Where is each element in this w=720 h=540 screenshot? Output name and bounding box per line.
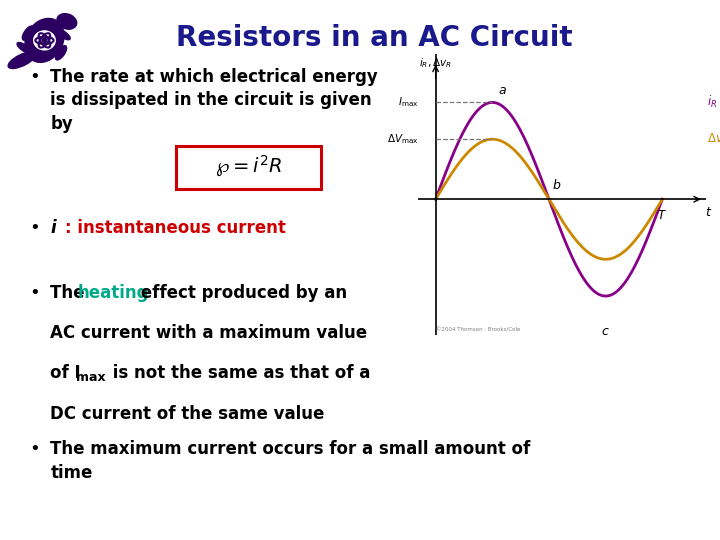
Text: The rate at which electrical energy
is dissipated in the circuit is given
by: The rate at which electrical energy is d… <box>50 68 378 133</box>
Text: is not the same as that of a: is not the same as that of a <box>107 364 370 382</box>
Text: •: • <box>29 284 40 301</box>
Text: heating: heating <box>78 284 149 301</box>
Ellipse shape <box>8 52 36 69</box>
Ellipse shape <box>25 18 64 62</box>
Text: $b$: $b$ <box>552 178 561 192</box>
Ellipse shape <box>17 43 30 53</box>
Text: effect produced by an: effect produced by an <box>135 284 348 301</box>
Circle shape <box>34 31 55 50</box>
Text: The: The <box>50 284 91 301</box>
Ellipse shape <box>22 26 34 40</box>
Text: •: • <box>29 440 40 458</box>
Ellipse shape <box>57 29 70 40</box>
Text: $a$: $a$ <box>498 84 507 97</box>
Text: $i_R, \Delta v_R$: $i_R, \Delta v_R$ <box>420 56 453 70</box>
Text: $\Delta v_R$: $\Delta v_R$ <box>708 132 720 147</box>
Ellipse shape <box>55 46 67 60</box>
Text: $i_R$: $i_R$ <box>708 94 718 111</box>
Ellipse shape <box>57 14 77 29</box>
Text: : instantaneous current: : instantaneous current <box>65 219 286 237</box>
Circle shape <box>42 38 47 43</box>
Text: $T$: $T$ <box>657 209 667 222</box>
FancyBboxPatch shape <box>176 146 321 189</box>
Text: $\wp = i^2R$: $\wp = i^2R$ <box>215 154 282 179</box>
Text: $I_{\mathrm{max}}$: $I_{\mathrm{max}}$ <box>397 96 418 109</box>
Text: •: • <box>29 219 40 237</box>
Text: The maximum current occurs for a small amount of
time: The maximum current occurs for a small a… <box>50 440 531 482</box>
Text: AC current with a maximum value: AC current with a maximum value <box>50 324 367 342</box>
Text: of I: of I <box>50 364 81 382</box>
Text: $c$: $c$ <box>601 325 610 338</box>
Text: Resistors in an AC Circuit: Resistors in an AC Circuit <box>176 24 572 52</box>
Text: max: max <box>76 371 106 384</box>
Text: DC current of the same value: DC current of the same value <box>50 405 325 423</box>
Text: $t$: $t$ <box>705 206 712 219</box>
Text: ©2004 Thomson · Brooks/Cole: ©2004 Thomson · Brooks/Cole <box>436 328 520 333</box>
Text: $\Delta V_{\mathrm{max}}$: $\Delta V_{\mathrm{max}}$ <box>387 132 418 146</box>
Text: i: i <box>50 219 56 237</box>
Text: •: • <box>29 68 40 85</box>
